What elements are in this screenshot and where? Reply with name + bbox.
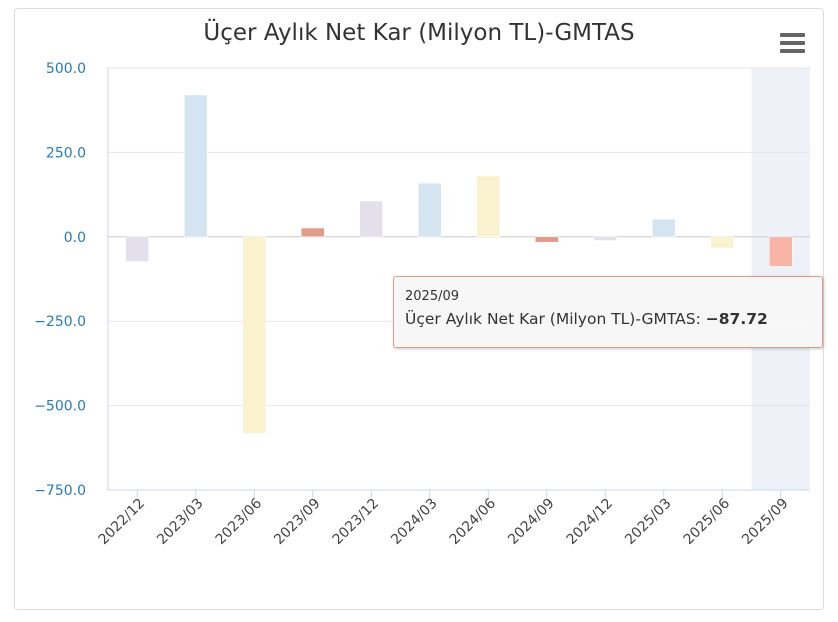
bar (769, 236, 793, 267)
bar (476, 175, 500, 238)
x-tick-label: 2024/03 (388, 496, 440, 548)
x-tick-label: 2022/12 (96, 496, 148, 548)
bar (418, 182, 442, 238)
chart-frame (14, 8, 824, 610)
x-tick-label: 2025/09 (739, 496, 791, 548)
bar (593, 236, 617, 241)
bar (125, 236, 149, 262)
y-tick-label: 0.0 (64, 230, 86, 246)
x-tick-label: 2023/03 (154, 496, 206, 548)
x-tick-label: 2023/12 (330, 496, 382, 548)
x-tick-label: 2024/06 (447, 495, 500, 548)
bar (710, 236, 734, 249)
x-tick-label: 2025/06 (681, 495, 734, 548)
bar (359, 200, 383, 238)
chart-title: Üçer Aylık Net Kar (Milyon TL)-GMTAS (203, 20, 635, 46)
x-tick-label: 2024/12 (564, 496, 616, 548)
y-tick-label: 500.0 (46, 61, 86, 77)
hamburger-menu-icon[interactable] (780, 33, 805, 53)
tooltip-label: Üçer Aylık Net Kar (Milyon TL)-GMTAS: (405, 310, 706, 328)
y-tick-label: −250.0 (34, 314, 86, 330)
x-tick-label: 2023/06 (213, 495, 266, 548)
y-tick-label: −750.0 (34, 483, 86, 499)
x-tick-label: 2025/03 (622, 496, 674, 548)
bar (242, 236, 266, 434)
y-tick-label: −500.0 (34, 399, 86, 415)
tooltip-date: 2025/09 (405, 289, 460, 304)
tooltip: 2025/09 Üçer Aylık Net Kar (Milyon TL)-G… (393, 276, 823, 348)
x-tick-label: 2024/09 (505, 496, 557, 548)
bar (301, 227, 325, 238)
tooltip-value: −87.72 (705, 310, 768, 328)
x-tick-label: 2023/09 (271, 496, 323, 548)
bar (535, 236, 559, 243)
y-tick-label: 250.0 (46, 145, 86, 161)
bar (184, 94, 208, 238)
bar (652, 218, 676, 238)
